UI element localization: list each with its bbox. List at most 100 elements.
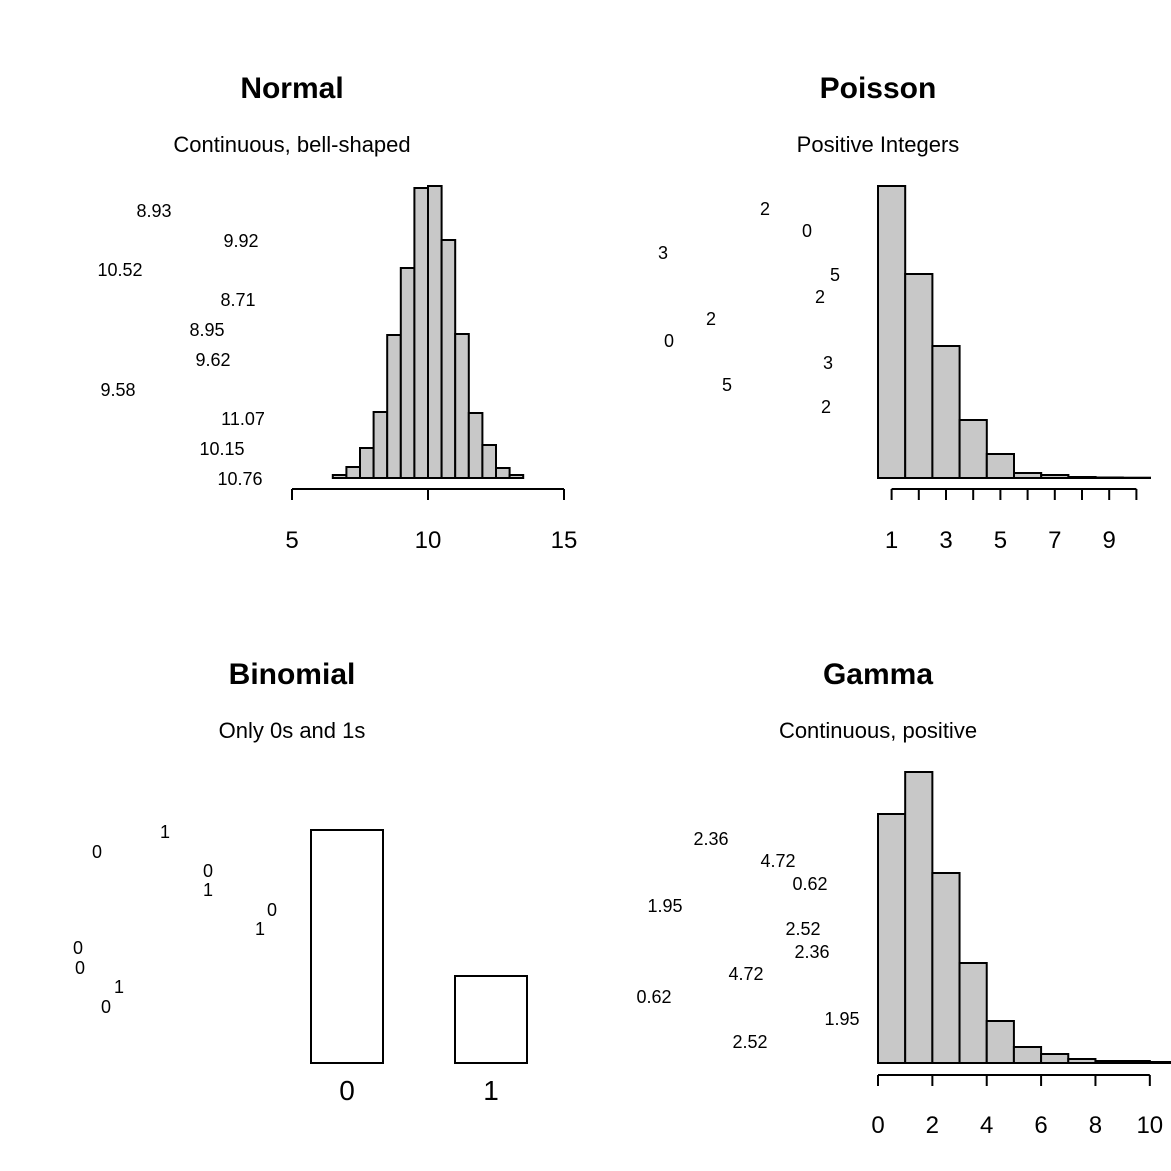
annotation: 0 <box>267 900 277 920</box>
x-tick-label: 5 <box>285 527 298 554</box>
histogram-bar <box>1067 476 1097 479</box>
histogram-bar <box>1040 1053 1070 1064</box>
histogram-bar <box>958 419 988 479</box>
histogram-bar <box>399 267 416 479</box>
histogram-bar <box>1012 1046 1043 1064</box>
histogram-bar <box>359 447 375 479</box>
histogram-bar <box>386 334 402 479</box>
histogram-bar <box>440 239 457 479</box>
histogram-bar <box>1013 472 1043 479</box>
normal-title: Normal <box>240 72 343 105</box>
poisson-title: Poisson <box>820 72 937 105</box>
bar <box>454 975 528 1064</box>
histogram-bar <box>1094 1060 1124 1064</box>
histogram-bar <box>467 412 484 479</box>
x-tick-label: 4 <box>980 1112 993 1139</box>
histogram-bar <box>877 813 907 1064</box>
annotation: 4.72 <box>728 964 763 984</box>
x-tick-label: 9 <box>1103 527 1116 554</box>
gamma-subtitle: Continuous, positive <box>779 718 977 743</box>
annotation: 10.52 <box>97 260 142 280</box>
annotation: 0 <box>203 861 213 881</box>
annotation: 10.76 <box>217 469 262 489</box>
histogram-bar <box>931 345 961 479</box>
histogram-bar <box>931 872 961 1064</box>
category-label: 1 <box>483 1075 499 1106</box>
histogram-bar <box>413 187 429 479</box>
annotation: 0.62 <box>792 874 827 894</box>
histogram-bar <box>331 474 348 479</box>
annotation: 1.95 <box>824 1009 859 1029</box>
poisson-subtitle: Positive Integers <box>797 132 960 157</box>
histogram-bar <box>904 771 934 1064</box>
annotation: 5 <box>722 375 732 395</box>
annotation: 0 <box>802 221 812 241</box>
category-label: 0 <box>339 1075 355 1106</box>
annotation: 0 <box>92 842 102 862</box>
histogram-bar <box>1094 476 1124 479</box>
x-tick-label: 7 <box>1048 527 1061 554</box>
annotation: 1 <box>203 880 213 900</box>
annotation: 10.15 <box>199 439 244 459</box>
annotation: 3 <box>658 243 668 263</box>
annotation: 9.92 <box>223 231 258 251</box>
annotation: 9.62 <box>195 350 230 370</box>
annotation: 0.62 <box>636 987 671 1007</box>
histogram-bar <box>877 185 907 479</box>
annotation: 8.95 <box>189 320 224 340</box>
annotation: 9.58 <box>100 380 135 400</box>
annotation: 2.36 <box>794 942 829 962</box>
annotation: 4.72 <box>760 851 795 871</box>
histogram-bar <box>427 185 443 479</box>
annotation: 3 <box>823 353 833 373</box>
histogram-bar <box>1121 1060 1151 1064</box>
x-tick-label: 8 <box>1089 1112 1102 1139</box>
histogram-bar <box>1148 1061 1171 1064</box>
annotation: 2 <box>821 397 831 417</box>
x-tick-label: 10 <box>415 527 442 554</box>
histogram-bar <box>508 474 525 479</box>
x-tick-label: 5 <box>994 527 1007 554</box>
histogram-bar <box>958 962 988 1064</box>
x-tick-label: 0 <box>871 1112 884 1139</box>
histogram-bar <box>985 1020 1015 1064</box>
annotation: 5 <box>830 265 840 285</box>
binomial-title: Binomial <box>229 658 356 691</box>
bar <box>310 829 384 1064</box>
annotation: 2.36 <box>693 829 728 849</box>
annotation: 0 <box>73 938 83 958</box>
histogram-bar <box>495 467 511 479</box>
normal-subtitle: Continuous, bell-shaped <box>173 132 410 157</box>
annotation: 8.71 <box>220 290 255 310</box>
annotation: 2 <box>706 309 716 329</box>
binomial-subtitle: Only 0s and 1s <box>219 718 366 743</box>
x-tick-label: 10 <box>1136 1112 1163 1139</box>
annotation: 1 <box>160 822 170 842</box>
annotation: 0 <box>101 997 111 1017</box>
histogram-bar <box>985 453 1015 479</box>
x-tick-label: 15 <box>551 527 578 554</box>
x-tick-label: 3 <box>939 527 952 554</box>
histogram-bar <box>372 411 389 479</box>
gamma-title: Gamma <box>823 658 933 691</box>
histogram-bar <box>345 466 361 479</box>
x-tick-label: 2 <box>926 1112 939 1139</box>
annotation: 2.52 <box>732 1032 767 1052</box>
x-tick-label: 6 <box>1034 1112 1047 1139</box>
annotation: 2 <box>760 199 770 219</box>
annotation: 0 <box>664 331 674 351</box>
x-tick-label: 1 <box>885 527 898 554</box>
histogram-bar <box>454 333 470 479</box>
annotation: 2.52 <box>785 919 820 939</box>
histogram-bar <box>1067 1058 1097 1064</box>
annotation: 1.95 <box>647 896 682 916</box>
histogram-bar <box>1040 474 1070 479</box>
annotation: 1 <box>114 977 124 997</box>
histogram-bar <box>904 273 934 479</box>
histogram-bar <box>481 444 497 479</box>
annotation: 1 <box>255 919 265 939</box>
annotation: 8.93 <box>136 201 171 221</box>
annotation: 11.07 <box>221 409 265 429</box>
annotation: 2 <box>815 287 825 307</box>
